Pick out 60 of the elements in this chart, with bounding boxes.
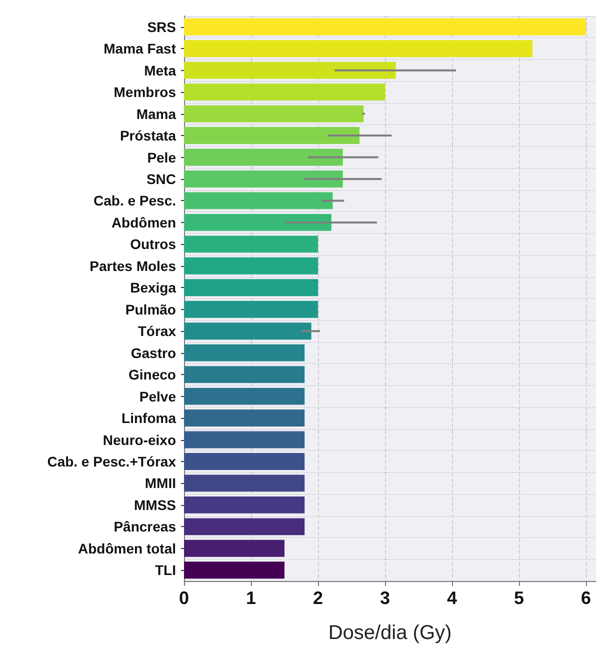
- x-tick-label: 1: [246, 588, 256, 608]
- y-tick-label: Pelve: [139, 388, 176, 404]
- y-tick-label: Gineco: [128, 366, 176, 383]
- bar: [184, 431, 305, 448]
- y-tick-label: TLI: [155, 562, 176, 578]
- bar: [184, 127, 360, 144]
- y-tick-label: Partes Moles: [90, 258, 176, 274]
- y-tick-label: Neuro-eixo: [102, 432, 176, 448]
- x-axis-title: Dose/dia (Gy): [328, 622, 452, 644]
- x-tick-label: 3: [380, 588, 390, 608]
- y-tick-label: Cab. e Pesc.: [94, 192, 176, 209]
- y-tick-label: Pulmão: [125, 301, 176, 318]
- bar: [184, 214, 332, 231]
- bar: [184, 410, 305, 426]
- bar: [184, 62, 396, 79]
- bar: [184, 40, 532, 58]
- bar: [184, 148, 343, 166]
- y-tick-label: Mama: [136, 106, 176, 122]
- y-tick-label: SRS: [147, 18, 176, 35]
- x-tick-label: 0: [178, 588, 190, 608]
- bar: [184, 518, 305, 536]
- bar: [184, 257, 318, 274]
- bar: [184, 496, 305, 514]
- bar: [184, 388, 305, 405]
- x-tick-label: 4: [446, 588, 457, 608]
- bar: [184, 170, 343, 188]
- y-tick-label: Tórax: [138, 323, 176, 340]
- bar: [184, 279, 318, 296]
- y-tick-label: SNC: [146, 170, 176, 187]
- bar: [184, 192, 333, 210]
- bar: [184, 366, 305, 384]
- bar: [184, 300, 318, 318]
- bar: [184, 236, 318, 253]
- y-tick-label: MMII: [144, 475, 176, 492]
- y-tick-label: Abdômen: [111, 214, 176, 230]
- x-tick-label: 2: [312, 588, 323, 608]
- bar: [184, 540, 284, 557]
- bar: [184, 474, 305, 492]
- y-tick-label: Meta: [144, 62, 176, 78]
- bar: [184, 344, 305, 362]
- y-tick-label: Linfoma: [122, 410, 176, 426]
- x-tick-label: 5: [514, 588, 524, 608]
- y-tick-label: Bexiga: [130, 280, 176, 296]
- y-tick-label: MMSS: [134, 496, 176, 513]
- y-tick-label: Gastro: [130, 344, 176, 361]
- x-tick-label: 6: [580, 588, 591, 608]
- y-tick-label: Próstata: [120, 128, 176, 144]
- y-tick-label: Membros: [114, 84, 176, 100]
- y-tick-label: Cab. e Pesc.+Tórax: [47, 453, 176, 470]
- bar: [184, 453, 305, 470]
- y-tick-label: Mama Fast: [104, 40, 176, 57]
- y-tick-label: Pâncreas: [114, 518, 176, 535]
- bar: [184, 562, 284, 579]
- y-tick-label: Outros: [130, 236, 176, 252]
- bar: [184, 105, 364, 122]
- bar: [184, 84, 385, 101]
- bar: [184, 18, 586, 36]
- y-tick-label: Pele: [147, 149, 176, 166]
- bar: [184, 322, 312, 340]
- y-tick-label: Abdômen total: [78, 540, 176, 556]
